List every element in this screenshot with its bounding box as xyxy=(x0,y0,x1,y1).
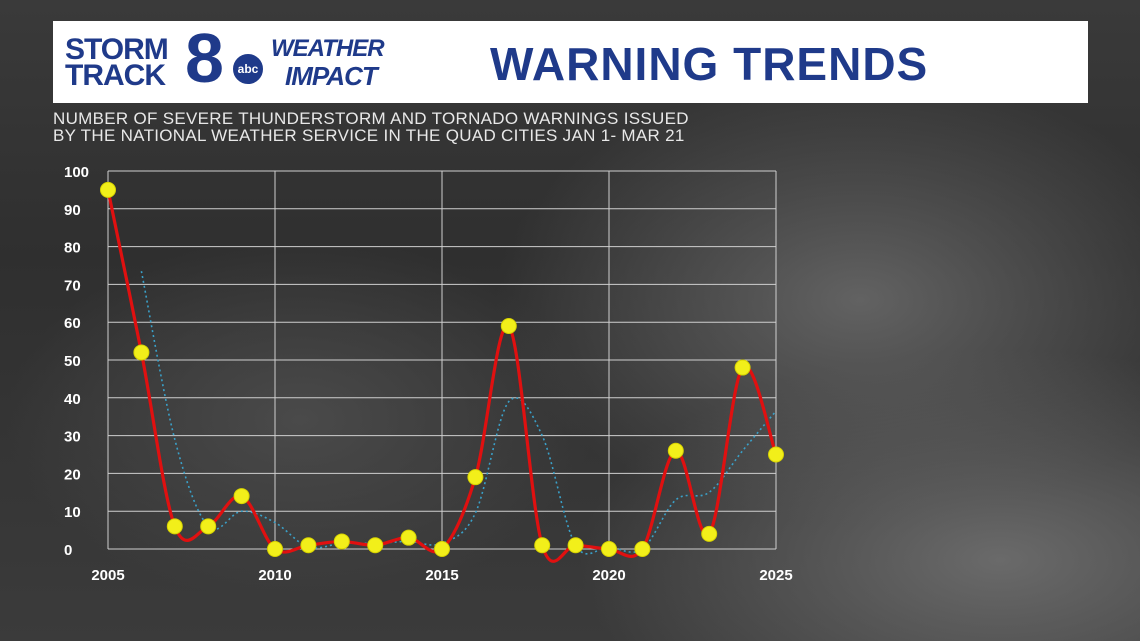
y-tick-label-20: 20 xyxy=(64,466,81,483)
data-point-2010 xyxy=(267,541,283,557)
subtitle-line-2: BY THE NATIONAL WEATHER SERVICE IN THE Q… xyxy=(53,126,685,145)
y-tick-label-10: 10 xyxy=(64,504,81,521)
data-point-2014 xyxy=(400,529,417,546)
y-tick-label-100: 100 xyxy=(64,164,89,181)
data-point-2019 xyxy=(567,537,584,554)
data-point-2015 xyxy=(434,541,450,557)
data-point-2012 xyxy=(333,533,350,550)
x-tick-label-2005: 2005 xyxy=(91,567,124,584)
page-title: WARNING TRENDS xyxy=(490,38,929,90)
abc-logo-icon: abc xyxy=(231,52,265,86)
data-point-2020 xyxy=(601,541,617,557)
data-point-2009 xyxy=(233,488,250,505)
y-tick-label-80: 80 xyxy=(64,240,81,257)
y-tick-label-50: 50 xyxy=(64,353,81,370)
data-point-2018 xyxy=(534,537,551,554)
logo-track-text: TRACK xyxy=(65,59,166,92)
data-point-2022 xyxy=(667,442,684,459)
logo-storm-text: STORM xyxy=(65,33,169,66)
x-tick-label-2010: 2010 xyxy=(258,567,291,584)
data-point-2005 xyxy=(100,181,116,198)
subtitle-line-1: NUMBER OF SEVERE THUNDERSTORM AND TORNAD… xyxy=(53,109,689,128)
y-tick-label-40: 40 xyxy=(64,391,81,408)
data-point-2023 xyxy=(701,525,718,542)
data-point-2017 xyxy=(500,317,517,334)
x-tick-label-2020: 2020 xyxy=(592,567,625,584)
x-tick-label-2025: 2025 xyxy=(759,567,792,584)
data-point-2013 xyxy=(367,537,384,554)
y-tick-label-90: 90 xyxy=(64,202,81,219)
data-point-2021 xyxy=(634,541,651,557)
data-point-2006 xyxy=(133,344,150,361)
data-point-2025 xyxy=(768,446,784,463)
x-tick-label-2015: 2015 xyxy=(425,567,458,584)
logo-impact-text: IMPACT xyxy=(285,61,378,91)
trend-line xyxy=(140,271,777,555)
data-point-2016 xyxy=(467,469,484,486)
y-tick-label-60: 60 xyxy=(64,315,81,332)
logo-eight-text: 8 xyxy=(185,19,224,97)
y-tick-label-0: 0 xyxy=(64,542,72,559)
data-point-2024 xyxy=(734,359,751,376)
logo-weather-text: WEATHER xyxy=(271,35,385,62)
y-tick-label-30: 30 xyxy=(64,429,81,446)
chart-subtitle: NUMBER OF SEVERE THUNDERSTORM AND TORNAD… xyxy=(53,110,813,144)
y-tick-label-70: 70 xyxy=(64,277,81,294)
header-bar: STORM TRACK 8 abc WEATHER IMPACT WARNING… xyxy=(53,21,1088,103)
data-point-2011 xyxy=(300,537,317,554)
data-point-2007 xyxy=(166,518,183,535)
data-point-2008 xyxy=(200,518,217,535)
storm-track-8-weather-impact-logo: STORM TRACK 8 abc WEATHER IMPACT xyxy=(65,23,405,95)
